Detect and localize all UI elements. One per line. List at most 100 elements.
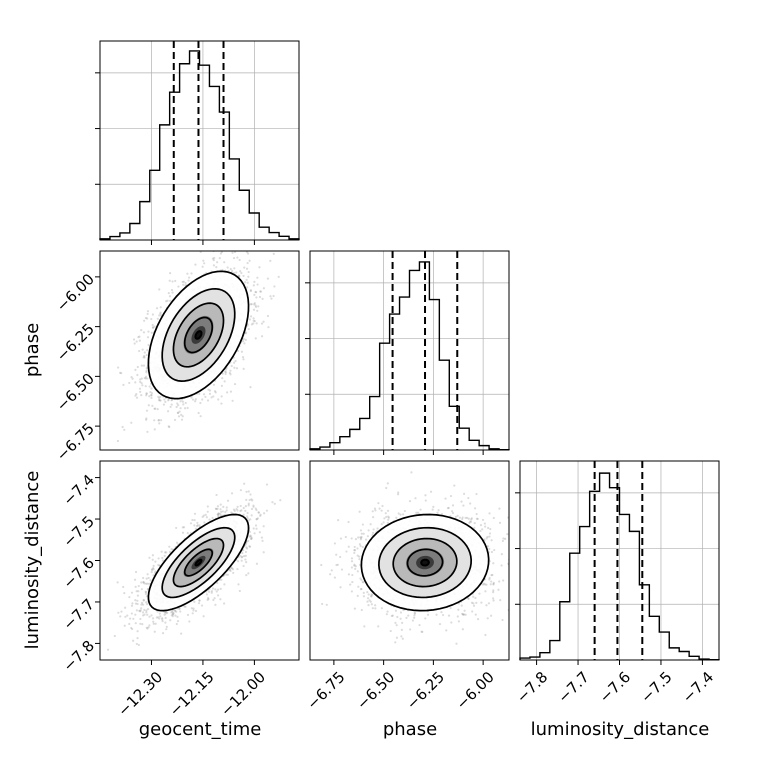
sample-point bbox=[151, 313, 155, 316]
sample-point bbox=[149, 391, 152, 394]
sample-point bbox=[252, 504, 255, 507]
sample-point bbox=[243, 482, 246, 485]
density-3-ytick-label: −6.75 bbox=[53, 419, 98, 464]
sample-point bbox=[167, 291, 170, 295]
sample-point bbox=[141, 384, 144, 387]
sample-point bbox=[205, 593, 209, 596]
sample-point bbox=[253, 303, 256, 306]
sample-point bbox=[174, 279, 177, 283]
sample-point bbox=[224, 368, 228, 371]
sample-point bbox=[139, 380, 142, 383]
sample-point bbox=[160, 419, 163, 422]
sample-point bbox=[161, 559, 164, 562]
sample-point bbox=[157, 395, 160, 398]
sample-point bbox=[189, 522, 193, 525]
sample-point bbox=[144, 377, 147, 380]
sample-point bbox=[134, 381, 137, 384]
sample-point bbox=[170, 403, 173, 406]
sample-point bbox=[152, 574, 155, 577]
sample-point bbox=[161, 620, 164, 623]
sample-point bbox=[254, 304, 257, 307]
sample-point bbox=[130, 376, 133, 379]
sample-point bbox=[145, 369, 148, 372]
sample-point bbox=[254, 290, 257, 294]
sample-point bbox=[262, 287, 265, 290]
sample-point bbox=[220, 384, 224, 387]
sample-point bbox=[255, 296, 258, 299]
sample-point bbox=[151, 617, 155, 620]
sample-point bbox=[169, 619, 172, 622]
sample-point bbox=[237, 274, 240, 277]
sample-point bbox=[135, 642, 138, 646]
sample-point bbox=[96, 378, 98, 380]
sample-point bbox=[235, 367, 239, 370]
sample-point bbox=[260, 335, 264, 338]
sample-point bbox=[257, 511, 260, 514]
sample-point bbox=[239, 504, 242, 508]
sample-point bbox=[248, 535, 251, 538]
sample-point bbox=[146, 573, 149, 576]
sample-point bbox=[269, 295, 272, 298]
sample-point bbox=[145, 394, 148, 397]
sample-point bbox=[260, 536, 264, 539]
sample-point bbox=[193, 519, 196, 522]
contour-line bbox=[172, 302, 225, 368]
sample-point bbox=[235, 271, 238, 274]
sample-point bbox=[150, 317, 153, 321]
sample-point bbox=[194, 400, 197, 403]
sample-point bbox=[231, 251, 234, 254]
sample-point bbox=[164, 616, 167, 620]
sample-point bbox=[232, 508, 236, 511]
sample-point bbox=[146, 312, 149, 316]
sample-point bbox=[178, 607, 181, 610]
sample-point bbox=[176, 615, 179, 618]
sample-point bbox=[203, 521, 206, 524]
sample-point bbox=[182, 526, 186, 529]
sample-point bbox=[257, 511, 260, 514]
sample-point bbox=[140, 607, 143, 610]
sample-point bbox=[171, 291, 174, 294]
sample-point bbox=[216, 581, 219, 585]
sample-point bbox=[250, 536, 253, 539]
sample-point bbox=[171, 280, 174, 283]
sample-point bbox=[246, 281, 249, 284]
sample-point bbox=[224, 371, 228, 374]
sample-point bbox=[222, 505, 225, 508]
density-geocent_time-vs-luminosity_distance: −12.30 −12.15 −12.00−7.8−7.7−7.6−7.5−7.4 bbox=[60, 460, 300, 720]
sample-point bbox=[252, 319, 255, 322]
sample-point bbox=[145, 371, 148, 374]
sample-point bbox=[241, 356, 245, 359]
sample-point bbox=[145, 582, 148, 585]
sample-point bbox=[133, 342, 136, 345]
sample-point bbox=[166, 611, 169, 615]
sample-point bbox=[243, 266, 246, 269]
sample-point bbox=[147, 404, 150, 407]
sample-point bbox=[250, 537, 253, 540]
density-geocent_time-vs-phase: −6.75−6.50−6.25−6.00 bbox=[53, 250, 300, 465]
sample-point bbox=[171, 613, 175, 616]
sample-point bbox=[165, 610, 168, 614]
sample-point bbox=[142, 598, 145, 602]
sample-point bbox=[141, 611, 145, 614]
sample-point bbox=[142, 580, 145, 584]
sample-point bbox=[240, 271, 243, 275]
sample-point bbox=[146, 377, 149, 380]
sample-point bbox=[250, 323, 254, 326]
sample-point bbox=[158, 399, 161, 402]
sample-point bbox=[279, 499, 282, 502]
sample-point bbox=[150, 392, 154, 395]
density-3-ytick-label: −6.50 bbox=[53, 370, 98, 415]
sample-point bbox=[192, 607, 195, 610]
sample-point bbox=[245, 490, 248, 493]
sample-point bbox=[246, 515, 249, 518]
sample-point bbox=[155, 307, 159, 310]
sample-point bbox=[151, 404, 154, 407]
sample-point bbox=[215, 590, 218, 593]
sample-point bbox=[219, 587, 222, 590]
sample-point bbox=[139, 378, 142, 381]
sample-point bbox=[128, 381, 131, 385]
sample-point bbox=[157, 418, 161, 422]
sample-point bbox=[204, 513, 207, 516]
sample-point bbox=[253, 532, 256, 535]
sample-point bbox=[239, 509, 242, 513]
